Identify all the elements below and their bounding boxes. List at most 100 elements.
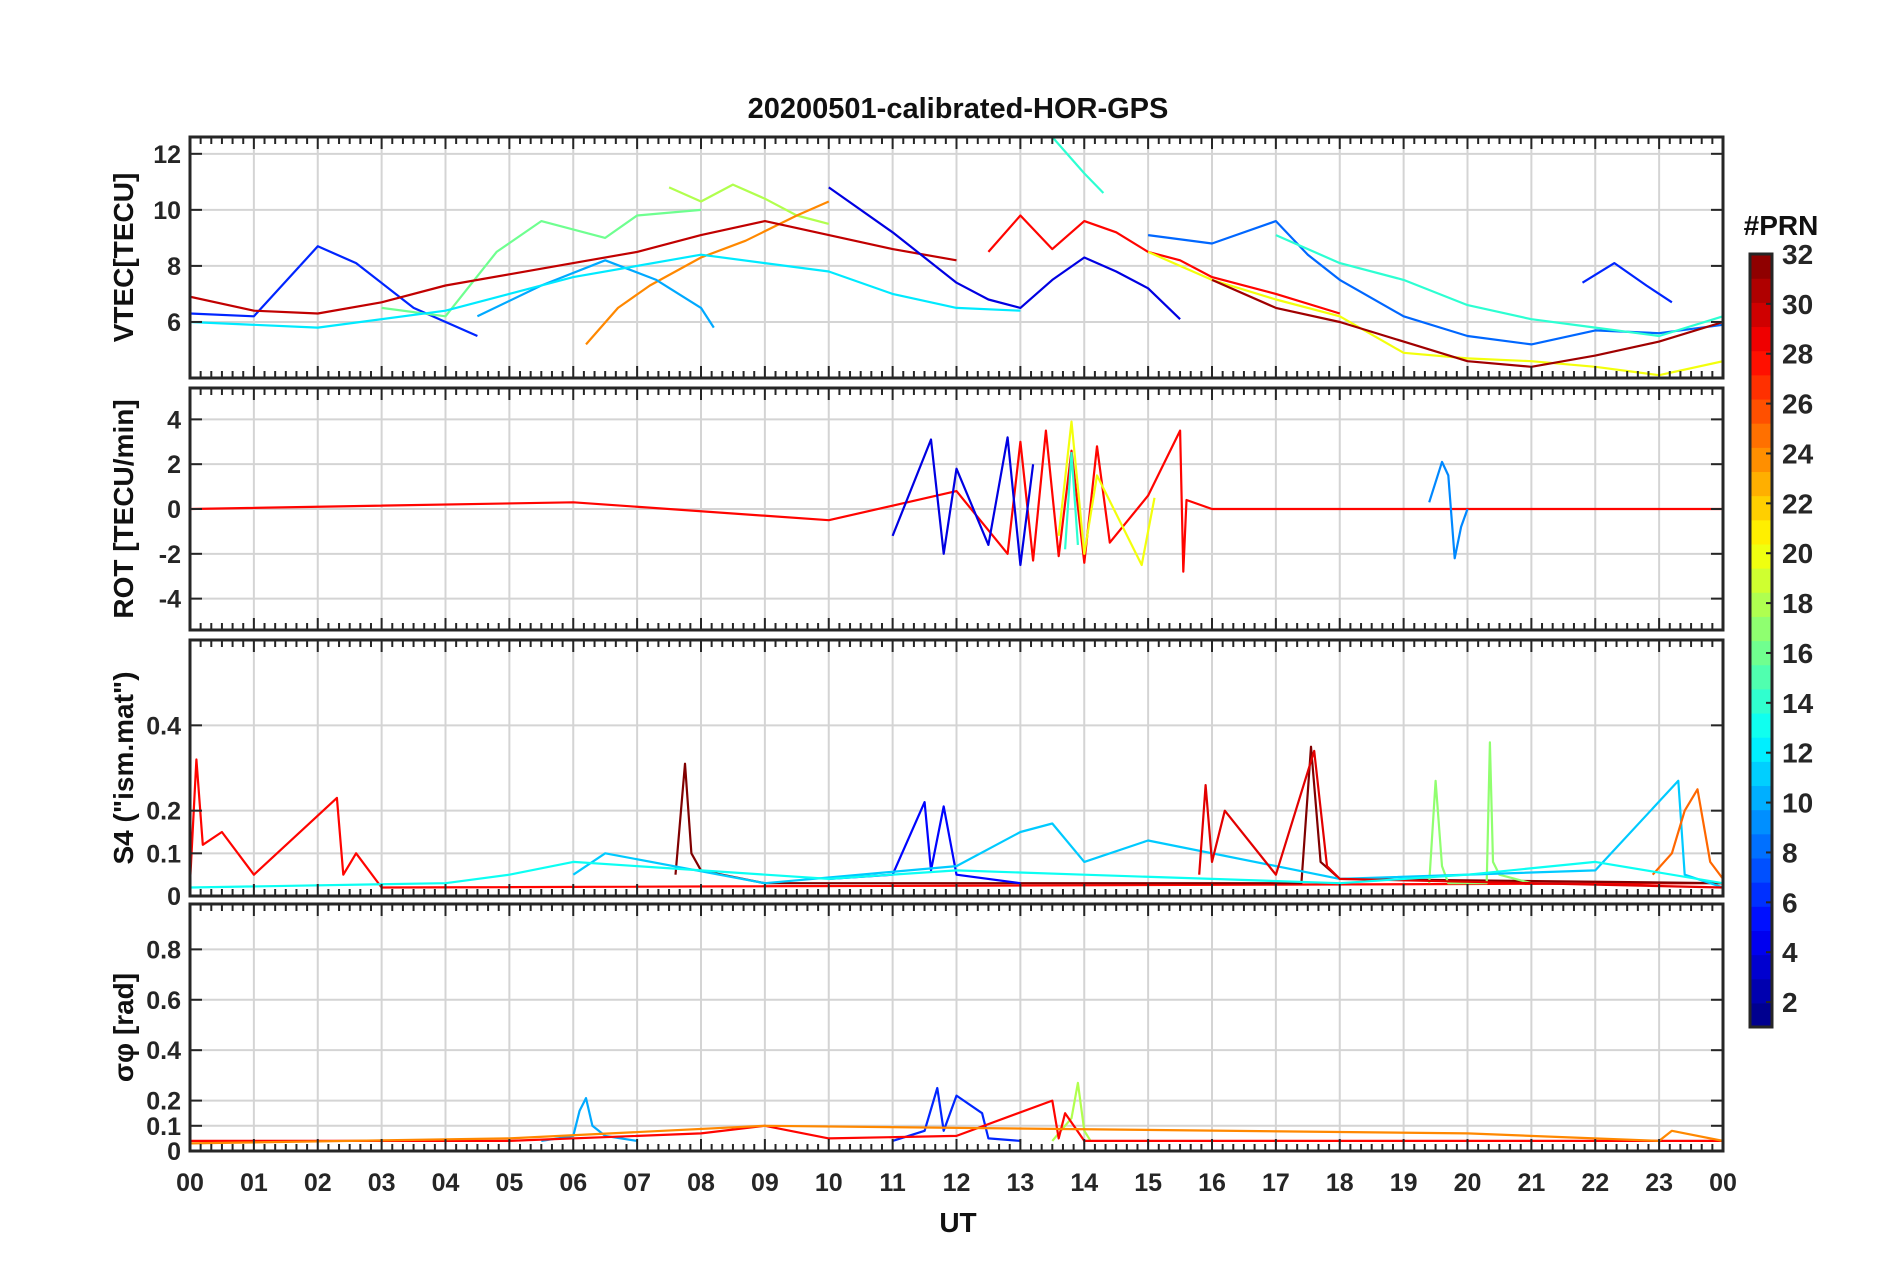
colorbar-tick-label: 2 [1782, 987, 1798, 1018]
series-line-prn-10 [476, 259, 715, 329]
colorbar-segment [1750, 543, 1772, 569]
grid [190, 904, 1723, 1152]
colorbar-segment [1750, 374, 1772, 400]
y-tick-label: 0.1 [146, 840, 181, 868]
colorbar-tick-label: 28 [1782, 339, 1813, 370]
y-tick-label: 0 [167, 496, 181, 524]
panel-s4: 0 0.1 0.2 0.4S4 ("ism.mat") [108, 638, 1725, 911]
series-line-prn-11 [572, 779, 1723, 889]
series-line-prn-30 [190, 220, 957, 315]
x-tick-label: 15 [1134, 1169, 1162, 1197]
x-tick-label: 22 [1581, 1169, 1609, 1197]
y-tick-label: 4 [167, 406, 181, 434]
colorbar-frame [1748, 252, 1774, 1029]
x-tick-marks [189, 388, 1724, 630]
colorbar-segment [1750, 616, 1772, 642]
x-tick-label: 04 [432, 1169, 460, 1197]
x-tick-label: 05 [495, 1169, 523, 1197]
y-tick-label: 0.2 [146, 1088, 181, 1116]
colorbar-segment [1750, 906, 1772, 931]
y-tick-label: 0.4 [146, 712, 181, 740]
x-axis-label: UT [939, 1207, 976, 1238]
x-tick-label: 16 [1198, 1169, 1226, 1197]
y-tick-label: -4 [159, 586, 181, 614]
y-tick-label: 0 [167, 883, 181, 911]
x-tick-label: 02 [304, 1169, 332, 1197]
series-line-prn-4 [891, 436, 1035, 567]
x-tick-label: 21 [1517, 1169, 1545, 1197]
colorbar-segment [1750, 471, 1772, 497]
series-line-prn-28 [190, 758, 1723, 889]
y-axis-label: VTEC[TECU] [108, 173, 139, 343]
grid [190, 388, 1723, 630]
x-tick-label: 00 [1709, 1169, 1737, 1197]
x-tick-label: 01 [240, 1169, 268, 1197]
series-line-prn-18 [668, 183, 830, 225]
x-tick-label: 17 [1262, 1169, 1290, 1197]
colorbar-segment [1750, 519, 1772, 545]
colorbar-tick-label: 20 [1782, 538, 1813, 569]
colorbar-segment [1750, 398, 1772, 424]
x-tick-label: 09 [751, 1169, 779, 1197]
x-tick-label: 18 [1326, 1169, 1354, 1197]
colorbar-segment [1750, 857, 1772, 883]
colorbar-tick-label: 14 [1782, 688, 1814, 719]
series-line-prn-14 [1275, 234, 1723, 338]
x-tick-label: 11 [879, 1169, 906, 1197]
colorbar-segment [1750, 1002, 1772, 1028]
y-tick-label: 0 [167, 1138, 181, 1166]
x-tick-label: 23 [1645, 1169, 1673, 1197]
x-tick-marks [189, 640, 1724, 896]
x-tick-label: 03 [368, 1169, 396, 1197]
colorbar-segment [1750, 930, 1772, 956]
series-line-prn-28 [190, 429, 1723, 573]
x-tick-marks [189, 904, 1724, 1151]
colorbar-segment [1750, 761, 1772, 787]
colorbar-tick-label: 4 [1782, 937, 1798, 968]
colorbar-tick-label: 32 [1782, 239, 1813, 270]
x-tick-marks [189, 137, 1724, 378]
y-tick-label: 10 [153, 197, 181, 225]
colorbar-tick-label: 24 [1782, 438, 1814, 469]
series-line-prn-6 [1581, 262, 1673, 304]
series-line-prn-31 [1211, 278, 1723, 368]
colorbar-segment [1750, 326, 1772, 352]
colorbar-segment [1750, 592, 1772, 617]
panel-vtec: 6 8 10 12 VTEC[TECU] [108, 135, 1725, 380]
y-tick-label: 0.8 [146, 936, 181, 964]
y-tick-label: 2 [167, 451, 181, 479]
y-tick-label: 0.1 [146, 1113, 181, 1141]
x-tick-label: 12 [943, 1169, 971, 1197]
y-axis-label: S4 ("ism.mat") [108, 671, 139, 864]
colorbar-segment [1750, 254, 1772, 279]
colorbar-segment [1750, 882, 1772, 907]
x-tick-label: 13 [1006, 1169, 1034, 1197]
colorbar-segment [1750, 688, 1772, 714]
colorbar-segment [1750, 278, 1772, 303]
colorbar-tick-label: 22 [1782, 488, 1813, 519]
series-group [190, 137, 1723, 377]
panel-sigma_phi: 00.10.2 0.4 0.6 0.8σφ [rad] [108, 902, 1725, 1166]
colorbar-segment [1750, 785, 1772, 811]
x-tick-label: 19 [1390, 1169, 1418, 1197]
colorbar-segment [1750, 978, 1772, 1004]
series-line-prn-14 [1064, 451, 1079, 550]
series-line-prn-25 [1651, 788, 1723, 880]
series-line-prn-20 [1057, 420, 1156, 567]
series-line-prn-13 [190, 860, 1723, 889]
colorbar-segment [1750, 423, 1772, 448]
series-group [190, 741, 1723, 889]
series-line-prn-24 [585, 200, 830, 346]
panel-rot: -4 -2 0 2 4 ROT [TECU/min] [108, 386, 1725, 632]
colorbar-segment [1750, 350, 1772, 376]
colorbar-segment [1750, 640, 1772, 666]
y-tick-label: 12 [153, 141, 181, 169]
colorbar-tick-label: 12 [1782, 738, 1813, 769]
colorbar-tick-label: 16 [1782, 638, 1813, 669]
x-tick-labels: 00 01 02 03 04 05 06 07 08 09 10 11 12 13 14 15 16 17 18 19… [176, 1169, 1737, 1197]
colorbar-segment [1750, 302, 1772, 328]
x-tick-label: 20 [1454, 1169, 1482, 1197]
colorbar-tick-label: 30 [1782, 289, 1813, 320]
